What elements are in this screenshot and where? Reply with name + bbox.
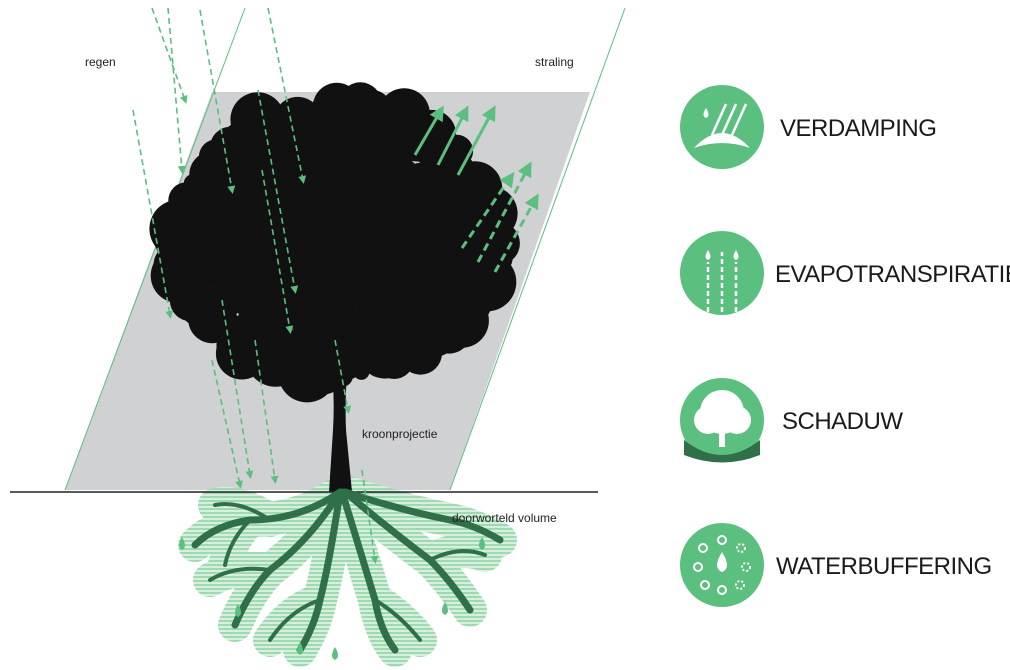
leaf-cluster [216,330,248,362]
leaf-cluster [340,177,371,208]
leaf-cluster [399,174,456,231]
leaf-cluster [427,227,457,257]
leaf-cluster [353,364,369,380]
legend-waterbuffering: WATERBUFFERING [680,523,992,607]
rain-arrow [168,8,182,170]
leaf-cluster [262,253,321,312]
leaf-cluster [364,276,388,300]
leaf-cluster [242,130,297,185]
label-rain: regen [85,55,116,69]
leaf-cluster [278,344,336,402]
legend-label: VERDAMPING [780,115,936,142]
leaf-cluster [216,259,250,293]
leaf-cluster [187,200,238,251]
leaf-cluster [379,88,430,139]
label-crown-projection: kroonprojectie [362,427,438,441]
legend: VERDAMPING EVAPOTRANSPIRATIE SCHADUW WAT… [680,85,1010,607]
label-radiation: straling [535,55,574,69]
leaf-cluster [352,98,372,118]
legend-evaporation: VERDAMPING [680,85,936,169]
leaf-cluster [396,318,428,350]
leaf-cluster [338,308,362,332]
legend-shade: SCHADUW [680,378,903,463]
legend-evapotranspiration: EVAPOTRANSPIRATIE [680,231,1010,315]
label-root-volume: doorworteld volume [452,511,557,525]
leaf-cluster [371,331,398,358]
leaf-cluster [160,206,189,235]
leaf-cluster [283,197,314,228]
legend-label: WATERBUFFERING [776,553,992,580]
water-drop [332,647,338,660]
legend-label: EVAPOTRANSPIRATIE [775,261,1010,288]
page: regen straling kroonprojectie doorwortel… [0,0,1010,670]
leaf-cluster [341,116,362,137]
legend-label: SCHADUW [782,408,903,435]
leaf-cluster [238,297,266,325]
